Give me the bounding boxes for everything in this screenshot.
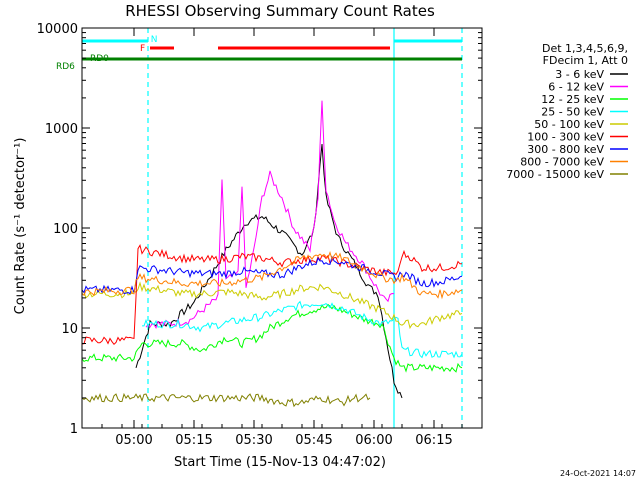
x-tick-label-1: 05:15 (175, 433, 212, 448)
y-tick-label-2: 100 (53, 222, 78, 237)
annotation-label-f: F (140, 44, 145, 54)
x-tick-label-3: 05:45 (295, 433, 332, 448)
y-tick-label-1: 10 (61, 322, 78, 337)
annotation-label-rd0: RD0 (90, 54, 109, 64)
x-tick-label-5: 06:15 (415, 433, 452, 448)
x-tick-label-2: 05:30 (235, 433, 272, 448)
footer-timestamp: 24-Oct-2021 14:07 (560, 469, 636, 478)
series-line-6 (81, 255, 463, 295)
legend-label-6: 300 - 800 keV (527, 143, 604, 156)
x-tick-label-0: 05:00 (115, 433, 152, 448)
y-tick-label-0: 1 (70, 422, 78, 437)
legend-label-8: 7000 - 15000 keV (506, 168, 604, 181)
annotation-label-n: N (151, 35, 158, 45)
series-line-2 (81, 303, 463, 373)
series-line-3 (142, 300, 463, 359)
y-tick-label-4: 10000 (37, 22, 78, 37)
x-tick-label-4: 06:00 (355, 433, 392, 448)
series-line-7 (81, 251, 463, 300)
legend-label-2: 12 - 25 keV (541, 93, 604, 106)
legend-label-4: 50 - 100 keV (534, 118, 604, 131)
legend-label-3: 25 - 50 keV (541, 106, 604, 119)
y-tick-label-3: 1000 (45, 122, 78, 137)
x-axis-label: Start Time (15-Nov-13 04:47:02) (174, 455, 386, 470)
status-annotations: NF RD0 RD6 (56, 35, 462, 72)
legend-label-7: 800 - 7000 keV (520, 156, 604, 169)
y-axis-ticks: 1 10 100 1000 10000 (37, 22, 482, 437)
series-lines (81, 100, 463, 408)
chart-title: RHESSI Observing Summary Count Rates (125, 2, 435, 20)
legend-title-line-1: FDecim 1, Att 0 (543, 54, 628, 67)
legend: Det 1,3,4,5,6,9,FDecim 1, Att 03 - 6 keV… (506, 42, 628, 181)
series-line-1 (145, 100, 395, 329)
vertical-markers (147, 28, 463, 428)
annotation-label-rd6: RD6 (56, 62, 75, 72)
series-line-5 (81, 243, 463, 346)
legend-title-line-0: Det 1,3,4,5,6,9, (542, 42, 628, 55)
series-line-4 (81, 281, 463, 330)
legend-label-5: 100 - 300 keV (527, 131, 604, 144)
legend-label-0: 3 - 6 keV (555, 68, 604, 81)
x-axis-ticks: 05:00 05:15 05:30 05:45 06:00 06:15 (81, 28, 483, 448)
y-axis-label: Count Rate (s⁻¹ detector⁻¹) (13, 138, 28, 315)
legend-label-1: 6 - 12 keV (548, 81, 604, 94)
series-line-8 (81, 392, 371, 408)
